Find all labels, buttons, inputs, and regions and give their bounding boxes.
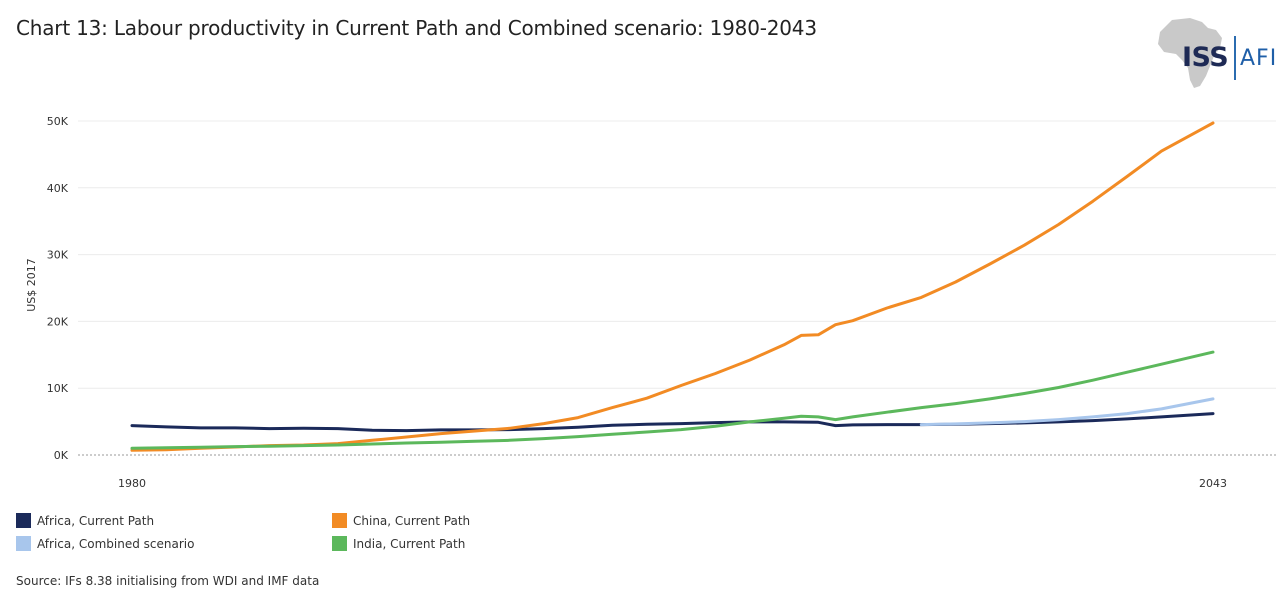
chart-series bbox=[130, 121, 1215, 452]
y-tick-label: 10K bbox=[47, 382, 69, 395]
series-line-china-current-path[interactable] bbox=[130, 121, 1215, 452]
legend-label: Africa, Current Path bbox=[37, 513, 155, 528]
grid bbox=[78, 120, 1276, 456]
y-tick-label: 40K bbox=[47, 182, 69, 195]
africa-map-icon bbox=[1158, 18, 1222, 88]
line-chart: 0K 10K 20K 30K 40K 50K 1980 2043 US$ 2017 bbox=[25, 115, 1276, 490]
legend: Africa, Current Path China, Current Path… bbox=[16, 510, 716, 560]
series-line-india-current-path[interactable] bbox=[130, 350, 1215, 450]
x-tick-label: 1980 bbox=[118, 477, 146, 490]
y-axis-label: US$ 2017 bbox=[25, 258, 38, 312]
x-tick-label: 2043 bbox=[1199, 477, 1227, 490]
chart-title: Chart 13: Labour productivity in Current… bbox=[16, 16, 817, 40]
legend-item-india-current[interactable]: India, Current Path bbox=[332, 536, 465, 551]
iss-afi-logo: ISS AFI bbox=[1150, 14, 1288, 92]
legend-item-china-current[interactable]: China, Current Path bbox=[332, 513, 470, 528]
x-axis-ticks: 1980 2043 bbox=[118, 477, 1227, 490]
legend-swatch bbox=[332, 513, 347, 528]
y-tick-label: 20K bbox=[47, 315, 69, 328]
series-line-africa-current-path[interactable] bbox=[130, 412, 1215, 433]
legend-label: Africa, Combined scenario bbox=[37, 536, 195, 551]
y-tick-label: 50K bbox=[47, 115, 69, 128]
legend-label: China, Current Path bbox=[353, 513, 471, 528]
legend-swatch bbox=[16, 513, 31, 528]
y-tick-label: 0K bbox=[54, 449, 69, 462]
legend-swatch bbox=[16, 536, 31, 551]
legend-swatch bbox=[332, 536, 347, 551]
series-line-africa-combined-scenario[interactable] bbox=[919, 397, 1215, 427]
y-axis-ticks: 0K 10K 20K 30K 40K 50K bbox=[47, 115, 69, 462]
y-tick-label: 30K bbox=[47, 249, 69, 262]
source-note: Source: IFs 8.38 initialising from WDI a… bbox=[16, 574, 320, 588]
logo-separator bbox=[1234, 36, 1236, 80]
legend-label: India, Current Path bbox=[353, 536, 466, 551]
legend-item-africa-current[interactable]: Africa, Current Path bbox=[16, 513, 154, 528]
logo-iss-text: ISS bbox=[1182, 42, 1229, 73]
legend-item-africa-combined[interactable]: Africa, Combined scenario bbox=[16, 536, 194, 551]
logo-afi-text: AFI bbox=[1240, 46, 1278, 71]
